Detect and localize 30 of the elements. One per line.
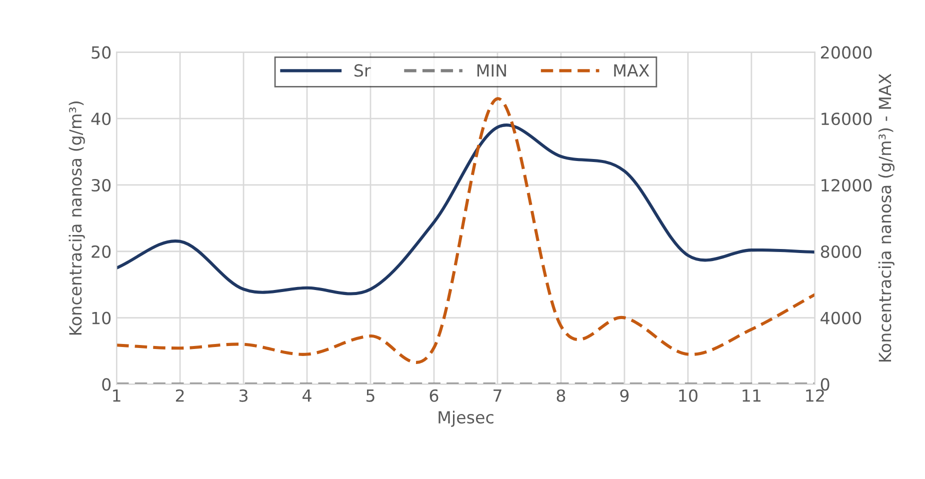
y2-tick-label: 0 bbox=[820, 378, 830, 391]
x-tick-label: 3 bbox=[239, 389, 248, 402]
y-axis-title: Koncentracija nanosa (g/m³) bbox=[68, 102, 85, 335]
x-tick-label: 6 bbox=[430, 389, 438, 402]
legend-label: Sr bbox=[354, 64, 371, 77]
y-tick-label: 30 bbox=[92, 178, 111, 192]
y2-axis-title: Koncentracija nanosa (g/m³) - MAX bbox=[878, 74, 894, 362]
y2-tick-label: 20000 bbox=[821, 46, 872, 59]
x-tick-label: 12 bbox=[806, 389, 824, 402]
y-tick-label: 50 bbox=[92, 46, 111, 59]
y2-tick-label: 4000 bbox=[820, 312, 862, 324]
x-tick-label: 2 bbox=[176, 389, 184, 402]
x-tick-label: 4 bbox=[302, 390, 312, 402]
y2-tick-label: 8000 bbox=[820, 245, 862, 258]
legend-label: MIN bbox=[477, 64, 506, 77]
x-tick-label: 9 bbox=[620, 389, 629, 402]
y2-tick-label: 16000 bbox=[822, 112, 872, 126]
y2-tick-label: 12000 bbox=[822, 178, 872, 192]
x-tick-label: 11 bbox=[742, 390, 760, 402]
x-tick-label: 10 bbox=[679, 389, 698, 402]
x-tick-label: 7 bbox=[494, 390, 502, 402]
x-axis-title: Mjesec bbox=[438, 410, 494, 427]
x-tick-label: 8 bbox=[556, 389, 566, 402]
x-tick-label: 5 bbox=[366, 390, 374, 402]
y-tick-label: 40 bbox=[91, 112, 111, 126]
x-tick-label: 1 bbox=[113, 390, 120, 402]
y-tick-label: 0 bbox=[102, 378, 111, 391]
legend-label: MAX bbox=[614, 64, 650, 77]
y-tick-label: 10 bbox=[92, 312, 111, 324]
y-tick-label: 20 bbox=[92, 245, 111, 258]
